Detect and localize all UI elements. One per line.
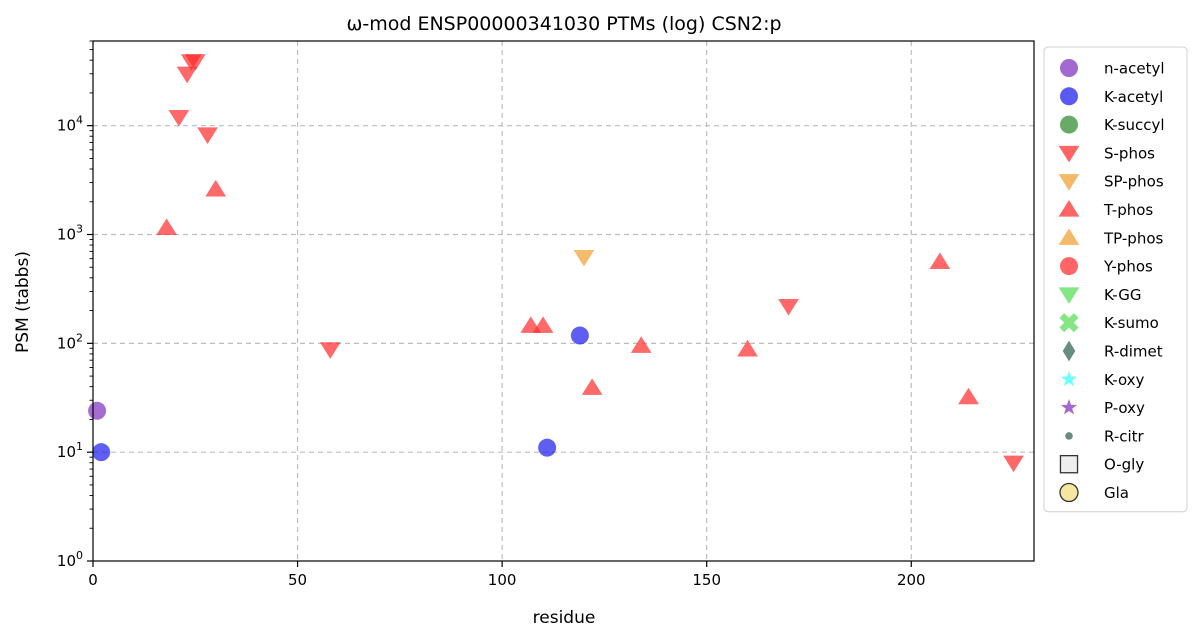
legend-marker-Gla: [1059, 482, 1079, 503]
legend-marker-Y-phos: [1060, 257, 1078, 276]
x-tick-label: 100: [488, 571, 517, 589]
x-tick-label: 150: [692, 571, 721, 589]
legend-marker-O-gly: [1059, 454, 1079, 474]
legend-label: R-dimet: [1104, 343, 1163, 361]
data-point-S-phos: [184, 54, 206, 71]
y-tick-label: 104: [57, 114, 83, 135]
legend-marker-K-oxy: [1060, 370, 1078, 387]
data-point-S-phos: [197, 127, 218, 144]
legend-label: R-citr: [1104, 427, 1145, 445]
data-point-T-phos: [156, 218, 177, 235]
legend: n-acetyl K-acetyl K-succyl S-phos SP-phos T-p…: [1043, 46, 1188, 513]
legend-marker-SP-phos: [1058, 174, 1080, 191]
legend-label: T-phos: [1103, 201, 1153, 219]
data-points: [88, 54, 1024, 473]
data-point-T-phos: [581, 378, 603, 395]
x-axis-label: residue: [533, 608, 596, 628]
legend-label: Gla: [1104, 484, 1129, 502]
legend-box: [1043, 46, 1188, 513]
x-axis: 0 50 100 150 200: [88, 561, 926, 589]
data-point-T-phos: [630, 336, 652, 353]
legend-label: S-phos: [1104, 144, 1155, 162]
grid-lines: [93, 41, 1034, 561]
legend-label: K-succyl: [1104, 116, 1165, 134]
legend-label: P-oxy: [1104, 399, 1145, 417]
y-axis: 100 101 102 103 104: [57, 40, 93, 570]
x-tick-label: 200: [897, 571, 926, 589]
chart-title: ω-mod ENSP00000341030 PTMs (log) CSN2:p: [346, 13, 781, 35]
legend-marker-S-phos: [1058, 145, 1080, 163]
data-point-S-phos: [176, 66, 198, 84]
legend-label: n-acetyl: [1104, 60, 1165, 78]
legend-marker-K-GG: [1058, 287, 1080, 304]
legend-marker-T-phos: [1058, 200, 1080, 217]
data-point-T-phos: [532, 316, 554, 333]
legend-marker-R-citr: [1065, 432, 1073, 440]
legend-label: TP-phos: [1103, 229, 1163, 247]
data-point-S-phos: [319, 342, 341, 359]
data-point-T-phos: [929, 252, 951, 270]
x-tick-label: 0: [88, 571, 98, 589]
legend-marker-K-succyl: [1060, 115, 1078, 134]
x-tick-label: 50: [288, 571, 307, 589]
data-point-K-acetyl: [92, 443, 111, 462]
legend-label: O-gly: [1104, 456, 1144, 474]
data-point-SP-phos: [573, 250, 595, 267]
data-point-S-phos: [168, 109, 190, 127]
legend-label: Y-phos: [1103, 258, 1153, 276]
data-point-T-phos: [958, 387, 979, 405]
legend-marker-R-dimet: [1062, 340, 1076, 362]
y-tick-label: 100: [57, 549, 83, 570]
legend-label: K-sumo: [1104, 314, 1159, 332]
legend-marker-P-oxy: [1060, 399, 1078, 415]
legend-marker-K-acetyl: [1060, 87, 1078, 106]
data-point-K-acetyl: [538, 438, 557, 457]
legend-marker-TP-phos: [1058, 228, 1080, 245]
data-point-T-phos: [205, 179, 227, 197]
data-point-K-acetyl: [570, 326, 589, 345]
legend-marker-K-sumo: [1059, 313, 1079, 333]
legend-label: K-acetyl: [1104, 88, 1163, 106]
data-point-n-acetyl: [88, 401, 107, 420]
legend-label: K-oxy: [1104, 371, 1145, 389]
legend-label: K-GG: [1104, 286, 1141, 304]
data-point-T-phos: [737, 339, 758, 357]
data-point-S-phos: [778, 298, 799, 316]
plot-frame: [92, 40, 1035, 562]
legend-marker-n-acetyl: [1060, 59, 1078, 77]
legend-label: SP-phos: [1104, 173, 1164, 191]
data-point-S-phos: [1003, 455, 1024, 473]
y-tick-label: 103: [57, 223, 83, 244]
y-axis-label: PSM (tabbs): [13, 251, 33, 353]
y-tick-label: 102: [57, 331, 83, 352]
y-tick-label: 101: [57, 440, 83, 461]
